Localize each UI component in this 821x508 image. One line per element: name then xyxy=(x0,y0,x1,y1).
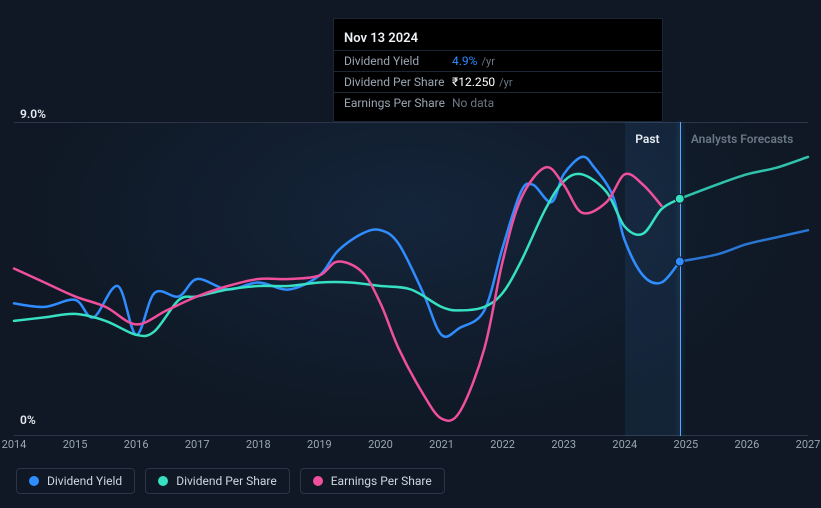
tooltip-row-value: 4.9%/yr xyxy=(452,54,495,68)
x-tick-label: 2020 xyxy=(368,438,393,451)
series-line xyxy=(680,157,808,199)
x-tick-label: 2016 xyxy=(124,438,149,451)
x-tick-label: 2023 xyxy=(551,438,576,451)
y-axis-max-label: 9.0% xyxy=(20,107,46,121)
x-tick-label: 2017 xyxy=(185,438,210,451)
x-tick-label: 2026 xyxy=(735,438,760,451)
series-line xyxy=(680,230,808,261)
tooltip-row: Dividend Yield4.9%/yr xyxy=(334,50,662,71)
x-tick-label: 2019 xyxy=(307,438,332,451)
legend-item-earnings-per-share[interactable]: Earnings Per Share xyxy=(300,468,445,494)
series-line xyxy=(14,157,680,337)
series-end-marker xyxy=(675,257,684,266)
legend-label: Dividend Yield xyxy=(47,474,122,488)
dividend-chart[interactable]: 9.0% 0% Past Analysts Forecasts 20142015… xyxy=(14,104,808,452)
tooltip-row-label: Dividend Yield xyxy=(344,54,452,68)
x-tick-label: 2018 xyxy=(246,438,271,451)
x-tick-label: 2024 xyxy=(612,438,637,451)
x-tick-label: 2021 xyxy=(429,438,454,451)
x-tick-label: 2022 xyxy=(490,438,515,451)
tooltip-row: Dividend Per Share₹12.250/yr xyxy=(334,71,662,92)
legend-label: Dividend Per Share xyxy=(176,474,277,488)
tooltip-row: Earnings Per ShareNo data xyxy=(334,92,662,113)
legend-label: Earnings Per Share xyxy=(331,474,432,488)
chart-legend: Dividend Yield Dividend Per Share Earnings… xyxy=(16,468,445,494)
series-end-marker xyxy=(675,194,684,203)
tooltip-row-label: Earnings Per Share xyxy=(344,96,452,110)
x-tick-label: 2027 xyxy=(796,438,821,451)
x-axis: 2014201520162017201820192020202120222023… xyxy=(14,438,808,454)
chart-lines-svg xyxy=(14,122,808,436)
series-line xyxy=(14,167,661,421)
chart-tooltip: Nov 13 2024 Dividend Yield4.9%/yrDividen… xyxy=(333,18,663,122)
legend-dot xyxy=(313,476,323,486)
legend-item-dividend-yield[interactable]: Dividend Yield xyxy=(16,468,135,494)
x-tick-label: 2015 xyxy=(63,438,88,451)
x-tick-label: 2025 xyxy=(673,438,698,451)
tooltip-row-value: No data xyxy=(452,96,494,110)
tooltip-row-value: ₹12.250/yr xyxy=(452,75,513,89)
tooltip-row-label: Dividend Per Share xyxy=(344,75,452,89)
legend-item-dividend-per-share[interactable]: Dividend Per Share xyxy=(145,468,290,494)
legend-dot xyxy=(158,476,168,486)
tooltip-date: Nov 13 2024 xyxy=(334,27,662,50)
x-tick-label: 2014 xyxy=(2,438,27,451)
legend-dot xyxy=(29,476,39,486)
